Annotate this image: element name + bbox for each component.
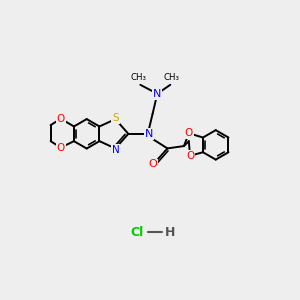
Text: CH₃: CH₃	[164, 74, 180, 82]
Text: N: N	[112, 145, 119, 154]
Text: O: O	[186, 151, 194, 161]
Text: N: N	[145, 129, 153, 139]
Text: CH₃: CH₃	[131, 74, 147, 82]
Text: Cl: Cl	[131, 226, 144, 239]
Text: O: O	[185, 128, 193, 138]
Text: O: O	[148, 160, 158, 170]
Text: O: O	[57, 142, 65, 153]
Text: N: N	[153, 89, 161, 99]
Text: H: H	[165, 226, 176, 239]
Text: S: S	[112, 113, 119, 123]
Text: O: O	[57, 114, 65, 124]
